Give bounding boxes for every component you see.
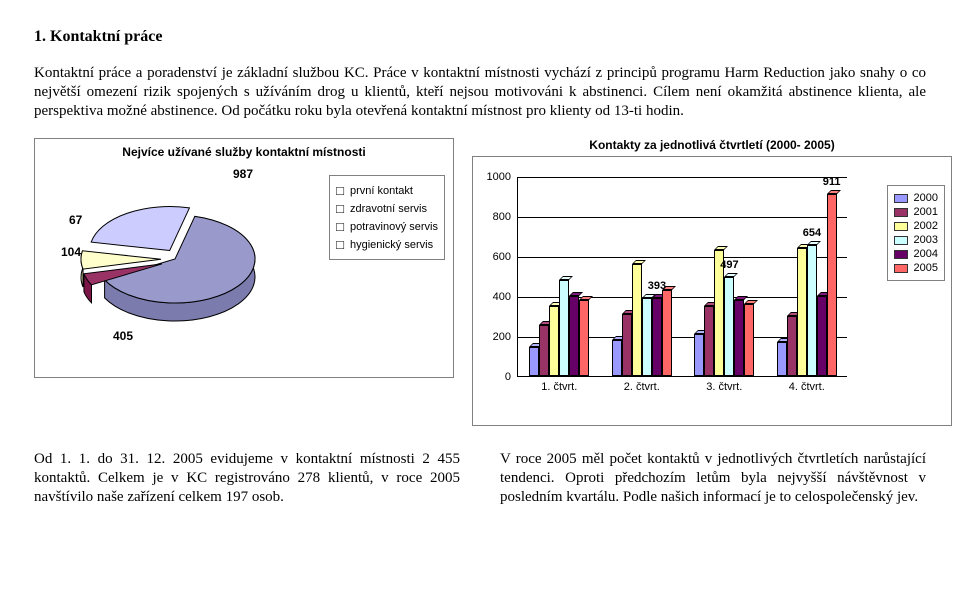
pie-legend-row: □ potravinový servis (336, 219, 438, 234)
bar (704, 306, 714, 376)
bar-legend-swatch (894, 250, 908, 259)
bar-legend-label: 2003 (914, 234, 938, 246)
charts-row: Nejvíce užívané služby kontaktní místnos… (34, 138, 926, 426)
y-tick: 600 (471, 251, 511, 263)
bar (817, 296, 827, 376)
y-tick: 1000 (471, 171, 511, 183)
heading: 1. Kontaktní práce (34, 28, 926, 46)
pie-legend-label: potravinový servis (350, 221, 438, 233)
bar-legend-row: 2005 (894, 262, 938, 274)
bar-legend-swatch (894, 194, 908, 203)
pie-legend-marker: □ (336, 219, 344, 234)
bar (612, 340, 622, 376)
bar-legend-label: 2002 (914, 220, 938, 232)
x-tick: 2. čtvrt. (624, 381, 660, 393)
pie-legend: □ první kontakt □ zdravotní servis □ potravin… (329, 175, 445, 260)
bar (579, 300, 589, 376)
bar-legend-swatch (894, 264, 908, 273)
bar (724, 277, 734, 376)
bar (807, 245, 817, 376)
pie-legend-marker: □ (336, 183, 344, 198)
bar (744, 304, 754, 376)
bar (777, 342, 787, 376)
bottom-columns: Od 1. 1. do 31. 12. 2005 evidujeme v kon… (34, 450, 926, 520)
x-tick: 3. čtvrt. (706, 381, 742, 393)
bar (734, 300, 744, 376)
bar (622, 314, 632, 376)
pie-legend-marker: □ (336, 201, 344, 216)
y-tick: 200 (471, 331, 511, 343)
right-column-text: V roce 2005 měl počet kontaktů v jednotl… (500, 450, 926, 506)
bar-legend-swatch (894, 236, 908, 245)
bar-legend-label: 2004 (914, 248, 938, 260)
pie-legend-marker: □ (336, 237, 344, 252)
bar (529, 347, 539, 376)
bar-legend-swatch (894, 208, 908, 217)
pie-legend-row: □ zdravotní servis (336, 201, 438, 216)
bar (642, 298, 652, 376)
bar-legend-swatch (894, 222, 908, 231)
bar (539, 325, 549, 376)
bar (787, 316, 797, 376)
y-tick: 400 (471, 291, 511, 303)
bar-legend-row: 2003 (894, 234, 938, 246)
bar (559, 280, 569, 376)
bar-legend-row: 2004 (894, 248, 938, 260)
bar (652, 298, 662, 377)
bar (694, 334, 704, 376)
bar-legend: 2000 2001 2002 2003 2004 2005 (887, 185, 945, 281)
pie-legend-label: zdravotní servis (350, 203, 427, 215)
y-tick: 0 (471, 371, 511, 383)
pie-legend-label: první kontakt (350, 185, 413, 197)
bar-value-label: 497 (720, 259, 738, 271)
left-column-text: Od 1. 1. do 31. 12. 2005 evidujeme v kon… (34, 450, 460, 506)
pie-value-0: 987 (233, 167, 253, 181)
bar-chart-outer: Kontakty za jednotlivá čtvrtletí (2000- … (472, 138, 952, 426)
bar-legend-label: 2000 (914, 192, 938, 204)
bar (797, 248, 807, 376)
pie-legend-row: □ první kontakt (336, 183, 438, 198)
bar-legend-label: 2001 (914, 206, 938, 218)
intro-paragraph: Kontaktní práce a poradenství je základn… (34, 64, 926, 120)
pie-value-2: 104 (61, 245, 81, 259)
y-tick: 800 (471, 211, 511, 223)
bar-chart: 0 200 400 600 800 1000 1. čtvrt. 2. čtvrt. 3. čt… (472, 156, 952, 426)
pie-chart: Nejvíce užívané služby kontaktní místnos… (34, 138, 454, 378)
bar-legend-row: 2002 (894, 220, 938, 232)
bar (827, 194, 837, 376)
bar-legend-label: 2005 (914, 262, 938, 274)
bar (632, 264, 642, 376)
x-tick: 1. čtvrt. (541, 381, 577, 393)
pie-legend-row: □ hygienický servis (336, 237, 438, 252)
bar-value-label: 911 (823, 176, 841, 188)
pie-value-1: 67 (69, 213, 82, 227)
x-tick: 4. čtvrt. (789, 381, 825, 393)
pie-legend-label: hygienický servis (350, 239, 433, 251)
bar (569, 296, 579, 376)
bar (662, 290, 672, 376)
bar-value-label: 393 (648, 280, 666, 292)
bar-legend-row: 2001 (894, 206, 938, 218)
pie-title: Nejvíce užívané služby kontaktní místnos… (35, 145, 453, 159)
bar-title: Kontakty za jednotlivá čtvrtletí (2000- … (472, 138, 952, 152)
bar-value-label: 654 (803, 227, 821, 239)
bar (549, 306, 559, 376)
bar-legend-row: 2000 (894, 192, 938, 204)
pie-value-3: 405 (113, 329, 133, 343)
